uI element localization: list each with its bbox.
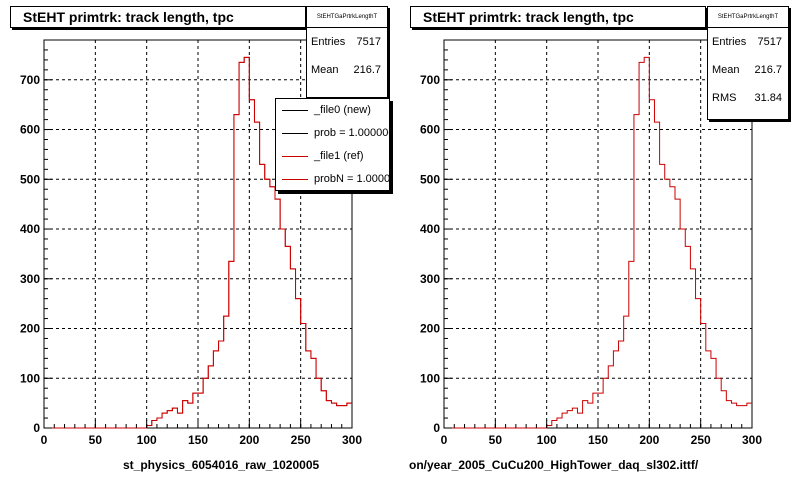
- left-stats-mean-value: 216.7: [353, 64, 381, 76]
- right-y-tick-label-500: 500: [420, 172, 440, 186]
- right-stats-rms-row: RMS 31.84: [708, 84, 788, 112]
- left-y-tick-label-100: 100: [20, 371, 40, 385]
- left-y-tick-label-300: 300: [20, 272, 40, 286]
- right-stats-rms-label: RMS: [712, 92, 737, 104]
- legend-label-file0: _file0 (new): [314, 104, 371, 116]
- left-x-tick-label-250: 250: [291, 433, 311, 447]
- right-x-tick-label-200: 200: [639, 433, 659, 447]
- legend-entry-probn: probN = 1.000000: [276, 168, 390, 190]
- right-y-tick-label-400: 400: [420, 222, 440, 236]
- left-histogram-series--file0-new-: [44, 56, 352, 429]
- left-stats-entries-row: Entries 7517: [307, 28, 387, 56]
- left-x-tick-label-300: 300: [342, 433, 362, 447]
- left-y-tick-label-200: 200: [20, 322, 40, 336]
- left-stats-entries-value: 7517: [356, 36, 381, 48]
- right-y-tick-label-200: 200: [420, 322, 440, 336]
- left-x-tick-label-0: 0: [41, 433, 48, 447]
- left-stats-mean-row: Mean 216.7: [307, 56, 387, 84]
- right-histogram-title-text: StEHT primtrk: track length, tpc: [423, 9, 634, 25]
- left-stats-entries-label: Entries: [311, 36, 346, 48]
- legend-swatch-probn: [282, 179, 308, 180]
- left-legend: _file0 (new) prob = 1.000000 _file1 (ref…: [275, 98, 390, 191]
- left-x-tick-label-150: 150: [188, 433, 208, 447]
- right-x-tick-label-150: 150: [588, 433, 608, 447]
- right-x-tick-label-50: 50: [489, 433, 503, 447]
- right-y-tick-label-300: 300: [420, 272, 440, 286]
- left-y-tick-label-400: 400: [20, 222, 40, 236]
- right-histogram-series--file1-ref-: [444, 56, 752, 429]
- legend-swatch-prob: [282, 133, 308, 134]
- left-x-tick-label-100: 100: [137, 433, 157, 447]
- right-x-tick-label-100: 100: [537, 433, 557, 447]
- legend-label-probn: probN = 1.000000: [314, 173, 390, 185]
- left-stats-mean-label: Mean: [311, 64, 339, 76]
- left-y-tick-label-0: 0: [33, 421, 40, 435]
- legend-label-prob: prob = 1.000000: [314, 127, 390, 139]
- right-x-tick-label-300: 300: [742, 433, 762, 447]
- right-y-tick-label-700: 700: [420, 73, 440, 87]
- left-x-tick-label-50: 50: [89, 433, 103, 447]
- left-histogram-title-text: StEHT primtrk: track length, tpc: [23, 9, 234, 25]
- left-x-tick-label-200: 200: [239, 433, 259, 447]
- right-stats-entries-row: Entries 7517: [708, 28, 788, 56]
- right-histogram-title: StEHT primtrk: track length, tpc: [410, 6, 706, 28]
- left-y-tick-label-600: 600: [20, 123, 40, 137]
- right-stats-mean-value: 216.7: [754, 64, 782, 76]
- legend-entry-prob: prob = 1.000000: [276, 122, 389, 145]
- right-stats-name: StEHTGaPrtrkLengthT: [708, 7, 788, 28]
- right-stats-mean-row: Mean 216.7: [708, 56, 788, 84]
- legend-swatch-file0: [282, 110, 308, 111]
- left-y-tick-label-700: 700: [20, 73, 40, 87]
- legend-entry-file0-new: _file0 (new): [276, 99, 389, 122]
- right-stats-entries-value: 7517: [757, 36, 782, 48]
- right-x-tick-label-250: 250: [691, 433, 711, 447]
- left-histogram-title: StEHT primtrk: track length, tpc: [10, 6, 306, 28]
- right-x-tick-label-0: 0: [441, 433, 448, 447]
- right-y-tick-label-600: 600: [420, 123, 440, 137]
- legend-swatch-file1: [282, 156, 308, 157]
- legend-entry-file1-ref: _file1 (ref): [276, 145, 389, 168]
- right-y-tick-label-0: 0: [433, 421, 440, 435]
- right-stats-entries-label: Entries: [712, 36, 747, 48]
- right-y-tick-label-100: 100: [420, 371, 440, 385]
- legend-label-file1: _file1 (ref): [314, 150, 364, 162]
- left-stats-box: StEHTGaPrtrkLengthT Entries 7517 Mean 21…: [306, 6, 388, 98]
- left-footer-filename: st_physics_6054016_raw_1020005: [123, 458, 320, 472]
- right-stats-box: StEHTGaPrtrkLengthT Entries 7517 Mean 21…: [707, 6, 789, 120]
- right-stats-rms-value: 31.84: [754, 92, 782, 104]
- right-stats-mean-label: Mean: [712, 64, 740, 76]
- left-stats-name: StEHTGaPrtrkLengthT: [307, 7, 387, 28]
- right-footer-filename: on/year_2005_CuCu200_HighTower_daq_sl302…: [409, 458, 699, 472]
- left-y-tick-label-500: 500: [20, 172, 40, 186]
